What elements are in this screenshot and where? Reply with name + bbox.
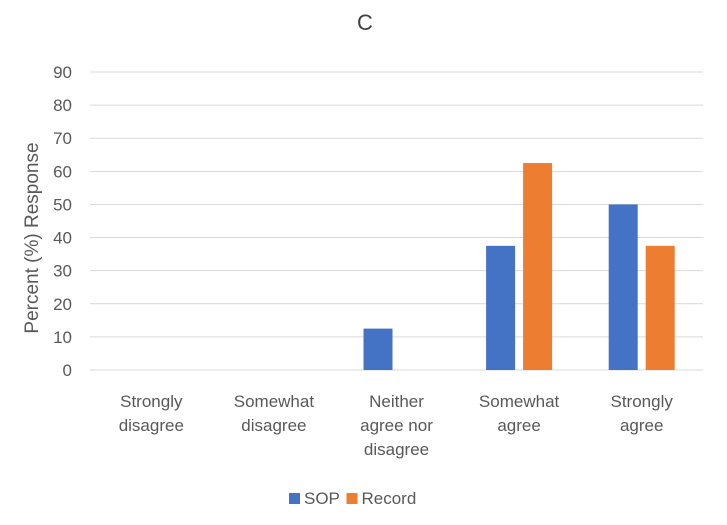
y-tick-label: 20 (53, 295, 72, 314)
x-category-label: Somewhat agree (479, 392, 560, 435)
y-axis-title: Percent (%) Response (22, 142, 43, 333)
bar-record-4 (645, 245, 675, 370)
y-tick-label: 50 (53, 195, 72, 214)
x-category-label: Neither agree nor disagree (360, 392, 433, 459)
y-tick-label: 60 (53, 162, 72, 181)
y-tick-label: 30 (53, 262, 72, 281)
y-tick-label: 10 (53, 328, 72, 347)
x-axis-categories: Strongly disagree Somewhat disagree Neither a… (119, 392, 674, 459)
bar-sop-2 (363, 328, 393, 370)
y-tick-label: 70 (53, 129, 72, 148)
chart-title: C (357, 10, 373, 35)
y-tick-label: 40 (53, 229, 72, 248)
y-axis-ticks: 0 10 20 30 40 50 60 70 80 90 (53, 63, 72, 380)
legend-label-sop: SOP (304, 489, 340, 508)
bars (363, 163, 675, 370)
x-category-label: Strongly disagree (119, 392, 184, 435)
y-tick-label: 90 (53, 63, 72, 82)
legend-swatch-sop (289, 493, 300, 504)
y-tick-label: 0 (63, 361, 72, 380)
legend: SOP Record (289, 489, 416, 508)
legend-swatch-record (346, 493, 358, 504)
gridlines (90, 71, 703, 371)
legend-label-record: Record (362, 489, 417, 508)
bar-record-3 (523, 163, 553, 370)
y-tick-label: 80 (53, 96, 72, 115)
x-category-label: Strongly agree (611, 392, 674, 435)
x-category-label: Somewhat disagree (234, 392, 315, 435)
bar-sop-3 (486, 245, 516, 370)
bar-sop-4 (608, 204, 638, 370)
